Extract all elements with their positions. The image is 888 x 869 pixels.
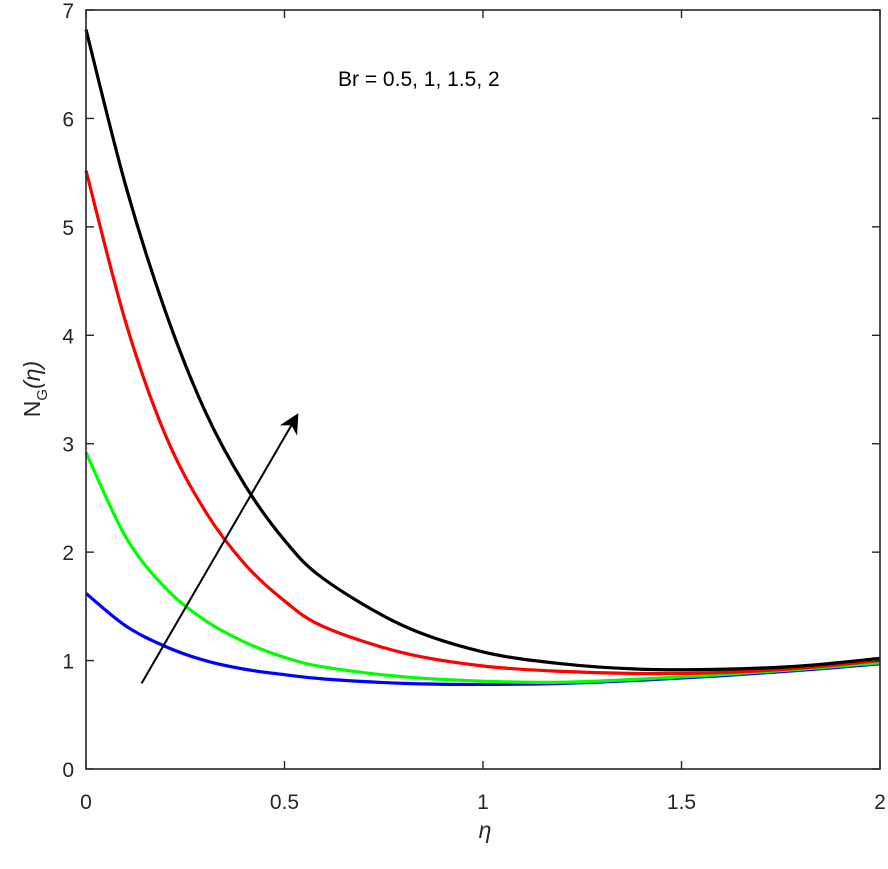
trend-arrow [140,413,299,684]
y-axis-label-paren: (η) [19,361,45,389]
series-line-4 [84,29,881,672]
ticks-group [85,9,881,770]
y-tick-label: 0 [62,759,74,782]
tick-labels-group: 0 0.5 1 1.5 2 0 1 2 3 4 5 6 7 [62,0,886,814]
y-tick-label: 6 [62,108,74,131]
y-axis-label-main: N [19,401,45,418]
x-tick-label: 0.5 [270,791,299,814]
x-tick-label: 1.5 [667,791,696,814]
y-tick-label: 2 [62,542,74,565]
x-tick-label: 1 [477,791,489,814]
x-axis-label: η [479,817,492,843]
x-tick-label: 0 [80,791,92,814]
y-axis-label-sub: G [34,389,51,401]
y-tick-label: 3 [62,434,74,457]
annotation-br: Br = 0.5, 1, 1.5, 2 [338,68,500,91]
y-tick-label: 7 [62,0,74,23]
y-tick-label: 1 [62,651,74,674]
y-tick-label: 4 [62,325,74,348]
curves-group [84,29,881,687]
x-tick-label: 2 [874,791,886,814]
y-axis-label: NG(η) [19,361,51,417]
series-line-3 [84,170,881,676]
y-tick-label: 5 [62,217,74,240]
plot-area [86,10,880,769]
series-line-2 [84,451,881,684]
